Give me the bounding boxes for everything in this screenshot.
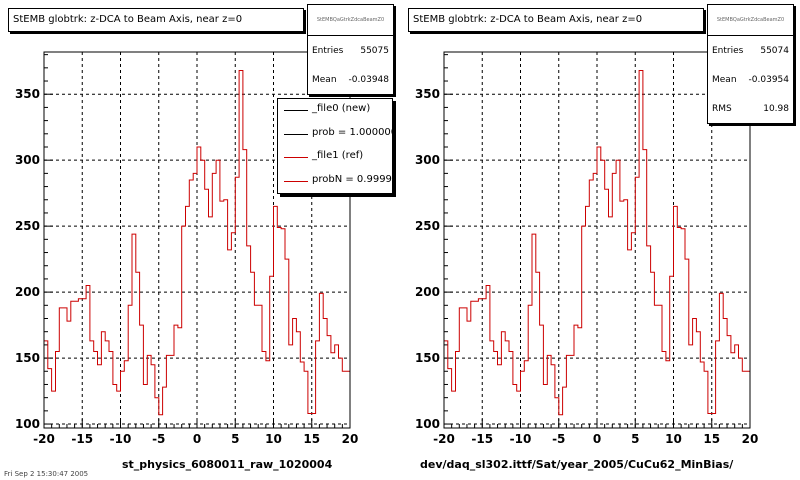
legend-swatch-prob <box>284 133 308 135</box>
left-x-tick-label: 15 <box>303 432 320 446</box>
right-histogram-panel: -20 -15 -10 -5 0 5 10 15 20 100 150 200 250 300 350 St… <box>400 0 800 480</box>
right-y-tick-label: 100 <box>415 417 440 431</box>
right-x-tick-label: 20 <box>742 432 759 446</box>
left-x-tick-label: 0 <box>193 432 201 446</box>
left-x-tick-label: 10 <box>265 432 282 446</box>
left-x-axis-caption: st_physics_6080011_raw_1020004 <box>122 458 333 471</box>
right-stats-box: StEMBQaGtrkZdcaBeamZ0 Entries 55074 Mean… <box>707 4 794 124</box>
left-x-tick-label: 20 <box>342 432 359 446</box>
right-stats-entries-label: Entries <box>712 45 744 56</box>
right-x-tick-label: 15 <box>703 432 720 446</box>
right-stats-id: StEMBQaGtrkZdcaBeamZ0 <box>708 5 793 36</box>
right-x-tick-label: 10 <box>665 432 682 446</box>
left-plot-frame <box>43 51 351 429</box>
right-x-tick-label: -10 <box>510 432 532 446</box>
right-stats-entries-value: 55074 <box>760 45 789 56</box>
legend-entry-probn: probN = 0.999998 <box>278 170 392 194</box>
left-y-tick-label: 250 <box>15 219 40 233</box>
right-y-tick-label: 350 <box>415 87 440 101</box>
left-x-tick-label: -5 <box>152 432 165 446</box>
left-stats-entries-row: Entries 55075 <box>308 36 393 65</box>
legend-entry-file1: _file1 (ref) <box>278 146 392 170</box>
right-plot-frame <box>443 51 751 429</box>
right-x-tick-label: -5 <box>552 432 565 446</box>
right-y-tick-label: 300 <box>415 153 440 167</box>
left-stats-mean-value: -0.03948 <box>348 74 389 85</box>
legend-entry-prob: prob = 1.000000 <box>278 123 392 147</box>
right-y-tick-label: 250 <box>415 219 440 233</box>
footer-timestamp: Fri Sep 2 15:30:47 2005 <box>4 470 89 478</box>
left-x-tick-label: -10 <box>110 432 132 446</box>
right-y-tick-label: 200 <box>415 285 440 299</box>
left-x-tick-label: 5 <box>231 432 239 446</box>
legend-label-prob: prob = 1.000000 <box>312 126 393 138</box>
right-x-tick-label: 5 <box>631 432 639 446</box>
left-histogram-panel: -20 -15 -10 -5 0 5 10 15 20 100 150 200 250 300 350 St… <box>4 4 394 478</box>
right-x-tick-label: 0 <box>593 432 601 446</box>
left-stats-mean-label: Mean <box>312 74 337 85</box>
right-series-0-line <box>444 70 750 416</box>
legend-swatch-file1 <box>284 157 308 158</box>
right-histogram-plot: -20 -15 -10 -5 0 5 10 15 20 100 150 200 250 300 350 <box>415 51 759 446</box>
right-x-tick-label: -15 <box>471 432 493 446</box>
left-stats-entries-value: 55075 <box>360 45 389 56</box>
legend-swatch-probn <box>284 180 308 182</box>
left-histogram-title: StEMB globtrk: z-DCA to Beam Axis, near … <box>8 8 304 32</box>
legend-label-file1: _file1 (ref) <box>312 150 364 161</box>
right-x-axis-caption: dev/daq_sl302.ittf/Sat/year_2005/CuCu62_… <box>420 458 734 471</box>
left-stats-mean-row: Mean -0.03948 <box>308 65 393 94</box>
left-y-tick-label: 100 <box>15 417 40 431</box>
right-stats-mean-row: Mean -0.03954 <box>708 65 793 94</box>
right-stats-rms-value: 10.98 <box>763 103 789 114</box>
left-x-tick-label: -20 <box>33 432 55 446</box>
left-y-tick-label: 300 <box>15 153 40 167</box>
right-histogram-title: StEMB globtrk: z-DCA to Beam Axis, near … <box>408 8 704 32</box>
left-stats-id: StEMBQaGtrkZdcaBeamZ0 <box>308 5 393 36</box>
right-x-tick-label: -20 <box>433 432 455 446</box>
left-stats-entries-label: Entries <box>312 45 344 56</box>
left-y-tick-label: 150 <box>15 351 40 365</box>
left-legend: _file0 (new) prob = 1.000000 _file1 (ref… <box>277 98 393 194</box>
left-y-tick-label: 200 <box>15 285 40 299</box>
right-stats-mean-label: Mean <box>712 74 737 85</box>
left-x-tick-label: -15 <box>71 432 93 446</box>
left-stats-box: StEMBQaGtrkZdcaBeamZ0 Entries 55075 Mean… <box>307 4 394 95</box>
right-stats-entries-row: Entries 55074 <box>708 36 793 65</box>
legend-label-probn: probN = 0.999998 <box>312 173 392 185</box>
right-stats-rms-row: RMS 10.98 <box>708 94 793 123</box>
legend-entry-file0: _file0 (new) <box>278 99 392 123</box>
right-y-tick-label: 150 <box>415 351 440 365</box>
left-y-tick-label: 350 <box>15 87 40 101</box>
right-stats-mean-value: -0.03954 <box>748 74 789 85</box>
left-series-0-line <box>44 70 350 416</box>
legend-label-file0: _file0 (new) <box>312 103 371 114</box>
right-stats-rms-label: RMS <box>712 103 732 114</box>
legend-swatch-file0 <box>284 110 308 111</box>
